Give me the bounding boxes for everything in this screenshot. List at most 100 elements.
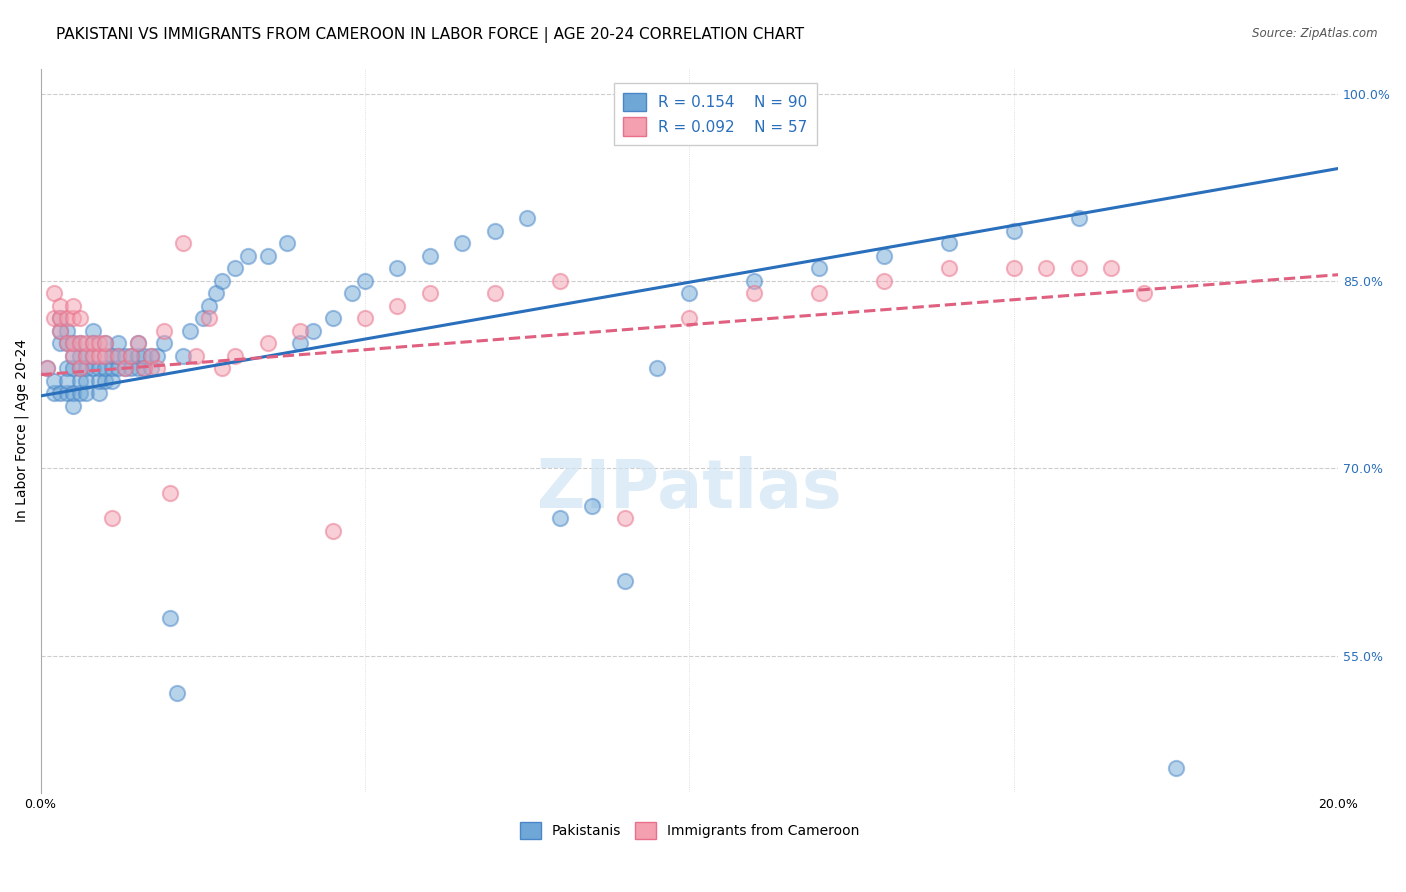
Point bbox=[42, 374, 65, 388]
Point bbox=[82, 324, 104, 338]
Point bbox=[744, 286, 766, 301]
Point bbox=[179, 324, 201, 338]
Point bbox=[101, 349, 124, 363]
Point bbox=[75, 361, 97, 376]
Point bbox=[114, 361, 136, 376]
Point bbox=[191, 311, 214, 326]
Text: ZIPatlas: ZIPatlas bbox=[537, 456, 842, 522]
Point bbox=[55, 324, 77, 338]
Point bbox=[49, 324, 72, 338]
Point bbox=[172, 349, 194, 363]
Point bbox=[49, 336, 72, 351]
Point bbox=[153, 324, 176, 338]
Point bbox=[87, 374, 110, 388]
Point bbox=[94, 361, 117, 376]
Point bbox=[120, 349, 142, 363]
Point bbox=[211, 274, 233, 288]
Point bbox=[548, 274, 571, 288]
Point bbox=[94, 374, 117, 388]
Point bbox=[146, 361, 169, 376]
Point bbox=[62, 336, 84, 351]
Point bbox=[55, 336, 77, 351]
Point bbox=[69, 361, 91, 376]
Point bbox=[69, 336, 91, 351]
Point bbox=[69, 386, 91, 401]
Point bbox=[938, 261, 960, 276]
Point bbox=[256, 336, 278, 351]
Point bbox=[87, 349, 110, 363]
Point bbox=[49, 311, 72, 326]
Point bbox=[42, 311, 65, 326]
Point bbox=[69, 349, 91, 363]
Point bbox=[82, 349, 104, 363]
Point bbox=[55, 311, 77, 326]
Point bbox=[419, 286, 441, 301]
Point bbox=[387, 299, 409, 313]
Point bbox=[1132, 286, 1154, 301]
Point bbox=[42, 386, 65, 401]
Point bbox=[1035, 261, 1057, 276]
Text: Source: ZipAtlas.com: Source: ZipAtlas.com bbox=[1253, 27, 1378, 40]
Point bbox=[172, 236, 194, 251]
Point bbox=[186, 349, 208, 363]
Point bbox=[548, 511, 571, 525]
Point bbox=[1099, 261, 1122, 276]
Point bbox=[49, 311, 72, 326]
Point bbox=[62, 311, 84, 326]
Point bbox=[62, 399, 84, 413]
Point bbox=[94, 349, 117, 363]
Point bbox=[938, 236, 960, 251]
Point bbox=[581, 499, 603, 513]
Point bbox=[204, 286, 226, 301]
Point bbox=[82, 336, 104, 351]
Point bbox=[42, 286, 65, 301]
Point bbox=[62, 349, 84, 363]
Point bbox=[75, 336, 97, 351]
Point bbox=[873, 274, 896, 288]
Point bbox=[516, 211, 538, 226]
Point bbox=[238, 249, 260, 263]
Point bbox=[198, 311, 221, 326]
Point bbox=[484, 224, 506, 238]
Point bbox=[62, 361, 84, 376]
Point bbox=[114, 349, 136, 363]
Point bbox=[107, 336, 129, 351]
Point bbox=[87, 336, 110, 351]
Point bbox=[613, 511, 636, 525]
Point bbox=[62, 299, 84, 313]
Point bbox=[322, 524, 344, 538]
Point bbox=[49, 386, 72, 401]
Point bbox=[354, 311, 377, 326]
Point bbox=[75, 349, 97, 363]
Point bbox=[1067, 261, 1090, 276]
Point bbox=[120, 349, 142, 363]
Point bbox=[146, 349, 169, 363]
Point bbox=[107, 361, 129, 376]
Point bbox=[1002, 261, 1025, 276]
Point bbox=[101, 374, 124, 388]
Point bbox=[94, 336, 117, 351]
Point bbox=[101, 511, 124, 525]
Point bbox=[288, 336, 311, 351]
Point bbox=[127, 336, 149, 351]
Point bbox=[49, 299, 72, 313]
Point bbox=[678, 286, 700, 301]
Point bbox=[35, 361, 58, 376]
Point bbox=[107, 349, 129, 363]
Point bbox=[114, 361, 136, 376]
Point bbox=[613, 574, 636, 588]
Text: PAKISTANI VS IMMIGRANTS FROM CAMEROON IN LABOR FORCE | AGE 20-24 CORRELATION CHA: PAKISTANI VS IMMIGRANTS FROM CAMEROON IN… bbox=[56, 27, 804, 43]
Point bbox=[139, 349, 162, 363]
Point bbox=[35, 361, 58, 376]
Point bbox=[678, 311, 700, 326]
Point bbox=[288, 324, 311, 338]
Point bbox=[256, 249, 278, 263]
Point bbox=[55, 361, 77, 376]
Point bbox=[1067, 211, 1090, 226]
Point bbox=[55, 336, 77, 351]
Point bbox=[49, 324, 72, 338]
Point bbox=[153, 336, 176, 351]
Point bbox=[211, 361, 233, 376]
Point bbox=[322, 311, 344, 326]
Point bbox=[224, 261, 246, 276]
